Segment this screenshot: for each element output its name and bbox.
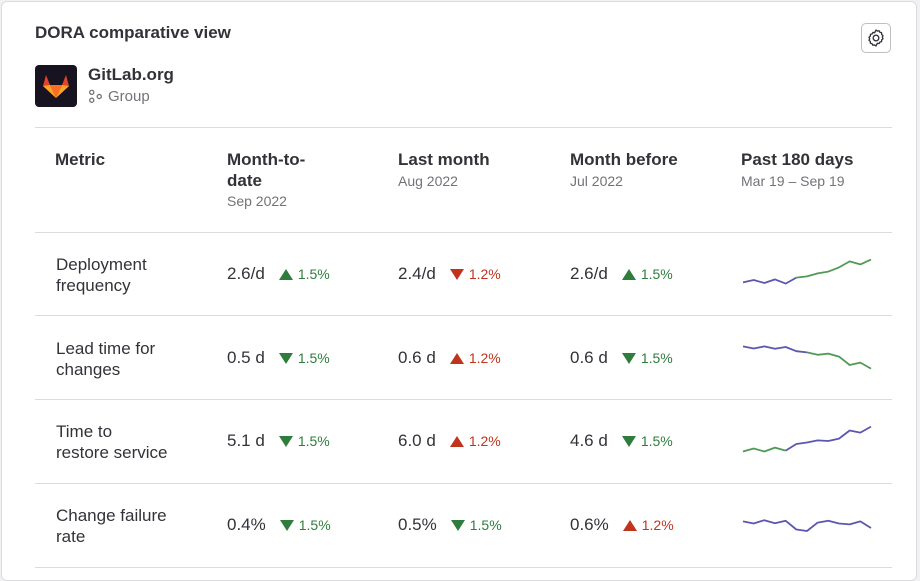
- metric-name: Lead time for changes: [56, 338, 216, 380]
- change-percent: 1.5%: [640, 350, 673, 366]
- value-cell: 2.6/d 1.5%: [570, 263, 673, 285]
- metric-value: 0.6 d: [570, 348, 608, 367]
- sparkline: [742, 345, 872, 370]
- metric-value: 6.0 d: [398, 431, 436, 450]
- change-percent: 1.5%: [640, 433, 673, 449]
- header-month-to-date: Month-to-date: [227, 150, 306, 190]
- trend-up-icon: [449, 435, 464, 447]
- metric-name-line: frequency: [56, 276, 131, 295]
- trend-up-icon: [622, 519, 637, 531]
- sparkline-segment: [742, 446, 786, 453]
- value-cell: 0.4% 1.5%: [227, 514, 331, 536]
- change-percent: 1.2%: [468, 433, 501, 449]
- settings-button[interactable]: [861, 23, 891, 53]
- header-metric: Metric: [55, 150, 106, 169]
- metric-value: 2.6/d: [227, 264, 265, 283]
- header-past-180-days-sub: Mar 19 – Sep 19: [741, 173, 845, 189]
- metric-value: 0.6 d: [398, 348, 436, 367]
- metric-name-line: changes: [56, 360, 121, 379]
- metric-value: 2.4/d: [398, 264, 436, 283]
- metric-value: 0.6%: [570, 515, 609, 534]
- value-cell: 6.0 d 1.2%: [398, 430, 501, 452]
- metric-name-line: Lead time for: [56, 339, 156, 358]
- group-type: Group: [88, 88, 150, 105]
- group-name-link[interactable]: GitLab.org: [88, 65, 174, 84]
- metric-name-line: Time to: [56, 422, 113, 441]
- metric-value: 5.1 d: [227, 431, 265, 450]
- value-cell: 5.1 d 1.5%: [227, 430, 330, 452]
- value-cell: 0.6 d 1.5%: [570, 347, 673, 369]
- change-percent: 1.5%: [297, 350, 330, 366]
- value-cell: 2.6/d 1.5%: [227, 263, 330, 285]
- divider: [35, 483, 892, 484]
- change-percent: 1.5%: [297, 433, 330, 449]
- group-icon: [89, 89, 102, 103]
- sparkline-segment: [742, 519, 872, 532]
- trend-down-icon: [621, 435, 636, 447]
- header-month-before: Month before: [570, 150, 678, 169]
- trend-down-icon: [278, 435, 293, 447]
- value-cell: 0.5 d 1.5%: [227, 347, 330, 369]
- sparkline-segment: [806, 351, 872, 370]
- change-percent: 1.5%: [469, 517, 502, 533]
- trend-down-icon: [449, 268, 464, 280]
- group-type-label: Group: [108, 88, 150, 105]
- divider: [35, 567, 892, 568]
- gear-icon: [868, 29, 884, 47]
- metric-name-line: restore service: [56, 443, 168, 462]
- sparkline-segment: [785, 425, 872, 452]
- metric-name: Deployment frequency: [56, 254, 216, 296]
- metric-name: Change failure rate: [56, 505, 216, 547]
- sparkline-segment: [742, 276, 797, 285]
- value-cell: 4.6 d 1.5%: [570, 430, 673, 452]
- metric-value: 4.6 d: [570, 431, 608, 450]
- trend-up-icon: [278, 268, 293, 280]
- change-percent: 1.2%: [468, 266, 501, 282]
- metric-name: Time to restore service: [56, 421, 216, 463]
- change-percent: 1.5%: [640, 266, 673, 282]
- change-percent: 1.5%: [298, 517, 331, 533]
- sparkline-segment: [742, 345, 808, 354]
- header-month-to-date-sub: Sep 2022: [227, 193, 287, 209]
- trend-down-icon: [621, 352, 636, 364]
- divider: [35, 399, 892, 400]
- value-cell: 0.6 d 1.2%: [398, 347, 501, 369]
- gitlab-tanuki-icon: [43, 75, 69, 98]
- trend-down-icon: [278, 352, 293, 364]
- sparkline: [742, 258, 872, 285]
- header-last-month: Last month: [398, 150, 490, 169]
- value-cell: 2.4/d 1.2%: [398, 263, 501, 285]
- value-cell: 0.5% 1.5%: [398, 514, 502, 536]
- change-percent: 1.5%: [297, 266, 330, 282]
- header-month-before-sub: Jul 2022: [570, 173, 623, 189]
- change-percent: 1.2%: [641, 517, 674, 533]
- metric-name-line: Change failure: [56, 506, 167, 525]
- metric-name-line: Deployment: [56, 255, 147, 274]
- value-cell: 0.6% 1.2%: [570, 514, 674, 536]
- metric-value: 0.4%: [227, 515, 266, 534]
- metric-value: 0.5 d: [227, 348, 265, 367]
- trend-down-icon: [279, 519, 294, 531]
- metric-name-line: rate: [56, 527, 86, 546]
- sparkline: [742, 519, 872, 532]
- header-last-month-sub: Aug 2022: [398, 173, 458, 189]
- trend-up-icon: [449, 352, 464, 364]
- change-percent: 1.2%: [468, 350, 501, 366]
- trend-up-icon: [621, 268, 636, 280]
- panel-title: DORA comparative view: [35, 23, 231, 42]
- group-avatar[interactable]: [35, 65, 77, 107]
- header-past-180-days: Past 180 days: [741, 150, 854, 169]
- trend-down-icon: [450, 519, 465, 531]
- divider: [35, 127, 892, 128]
- divider: [35, 315, 892, 316]
- metric-value: 2.6/d: [570, 264, 608, 283]
- sparkline-segment: [796, 258, 872, 279]
- metric-value: 0.5%: [398, 515, 437, 534]
- sparkline: [742, 425, 872, 453]
- divider: [35, 232, 892, 233]
